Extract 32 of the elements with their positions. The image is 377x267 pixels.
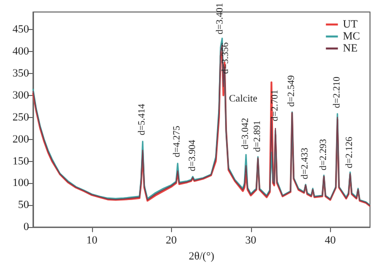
y-tick-label: 0 (24, 221, 30, 234)
legend-label: UT (342, 18, 358, 30)
y-tick-label: 350 (12, 67, 30, 80)
x-tick-label: 30 (245, 234, 257, 247)
y-tick-label: 50 (18, 199, 30, 212)
annotation: d=2.210 (332, 76, 342, 108)
annotation: d=3.904 (188, 140, 198, 172)
legend-label: MC (342, 30, 360, 42)
y-tick-label: 250 (12, 111, 30, 124)
x-tick-label: 40 (324, 234, 336, 247)
annotation: d=2.126 (345, 136, 356, 168)
y-tick-label: 300 (12, 89, 30, 102)
annotation: Calcite (229, 94, 258, 104)
legend-label: NE (342, 42, 358, 54)
x-tick-label: 10 (86, 234, 98, 247)
annotation: d=5.414 (138, 104, 148, 136)
annotation: d=2.293 (318, 138, 329, 170)
x-tick-label: 20 (166, 234, 178, 247)
annotation: d=2.891 (252, 120, 263, 152)
y-tick-label: 150 (12, 155, 30, 168)
x-axis-title: 2θ/(°) (188, 250, 215, 262)
annotation: d=2.701 (270, 90, 280, 122)
annotation: d=4.275 (172, 126, 183, 158)
annotation: d=3.042 (241, 118, 252, 150)
annotation: d=2.433 (300, 147, 311, 180)
annotation: d=3.356 (221, 42, 232, 74)
annotation: d=3.401 (216, 2, 226, 34)
y-tick-label: 200 (12, 133, 30, 146)
y-tick-label: 450 (12, 24, 30, 36)
y-tick-label: 100 (12, 177, 30, 190)
annotation: d=2.549 (287, 75, 298, 107)
y-tick-label: 400 (12, 46, 30, 58)
